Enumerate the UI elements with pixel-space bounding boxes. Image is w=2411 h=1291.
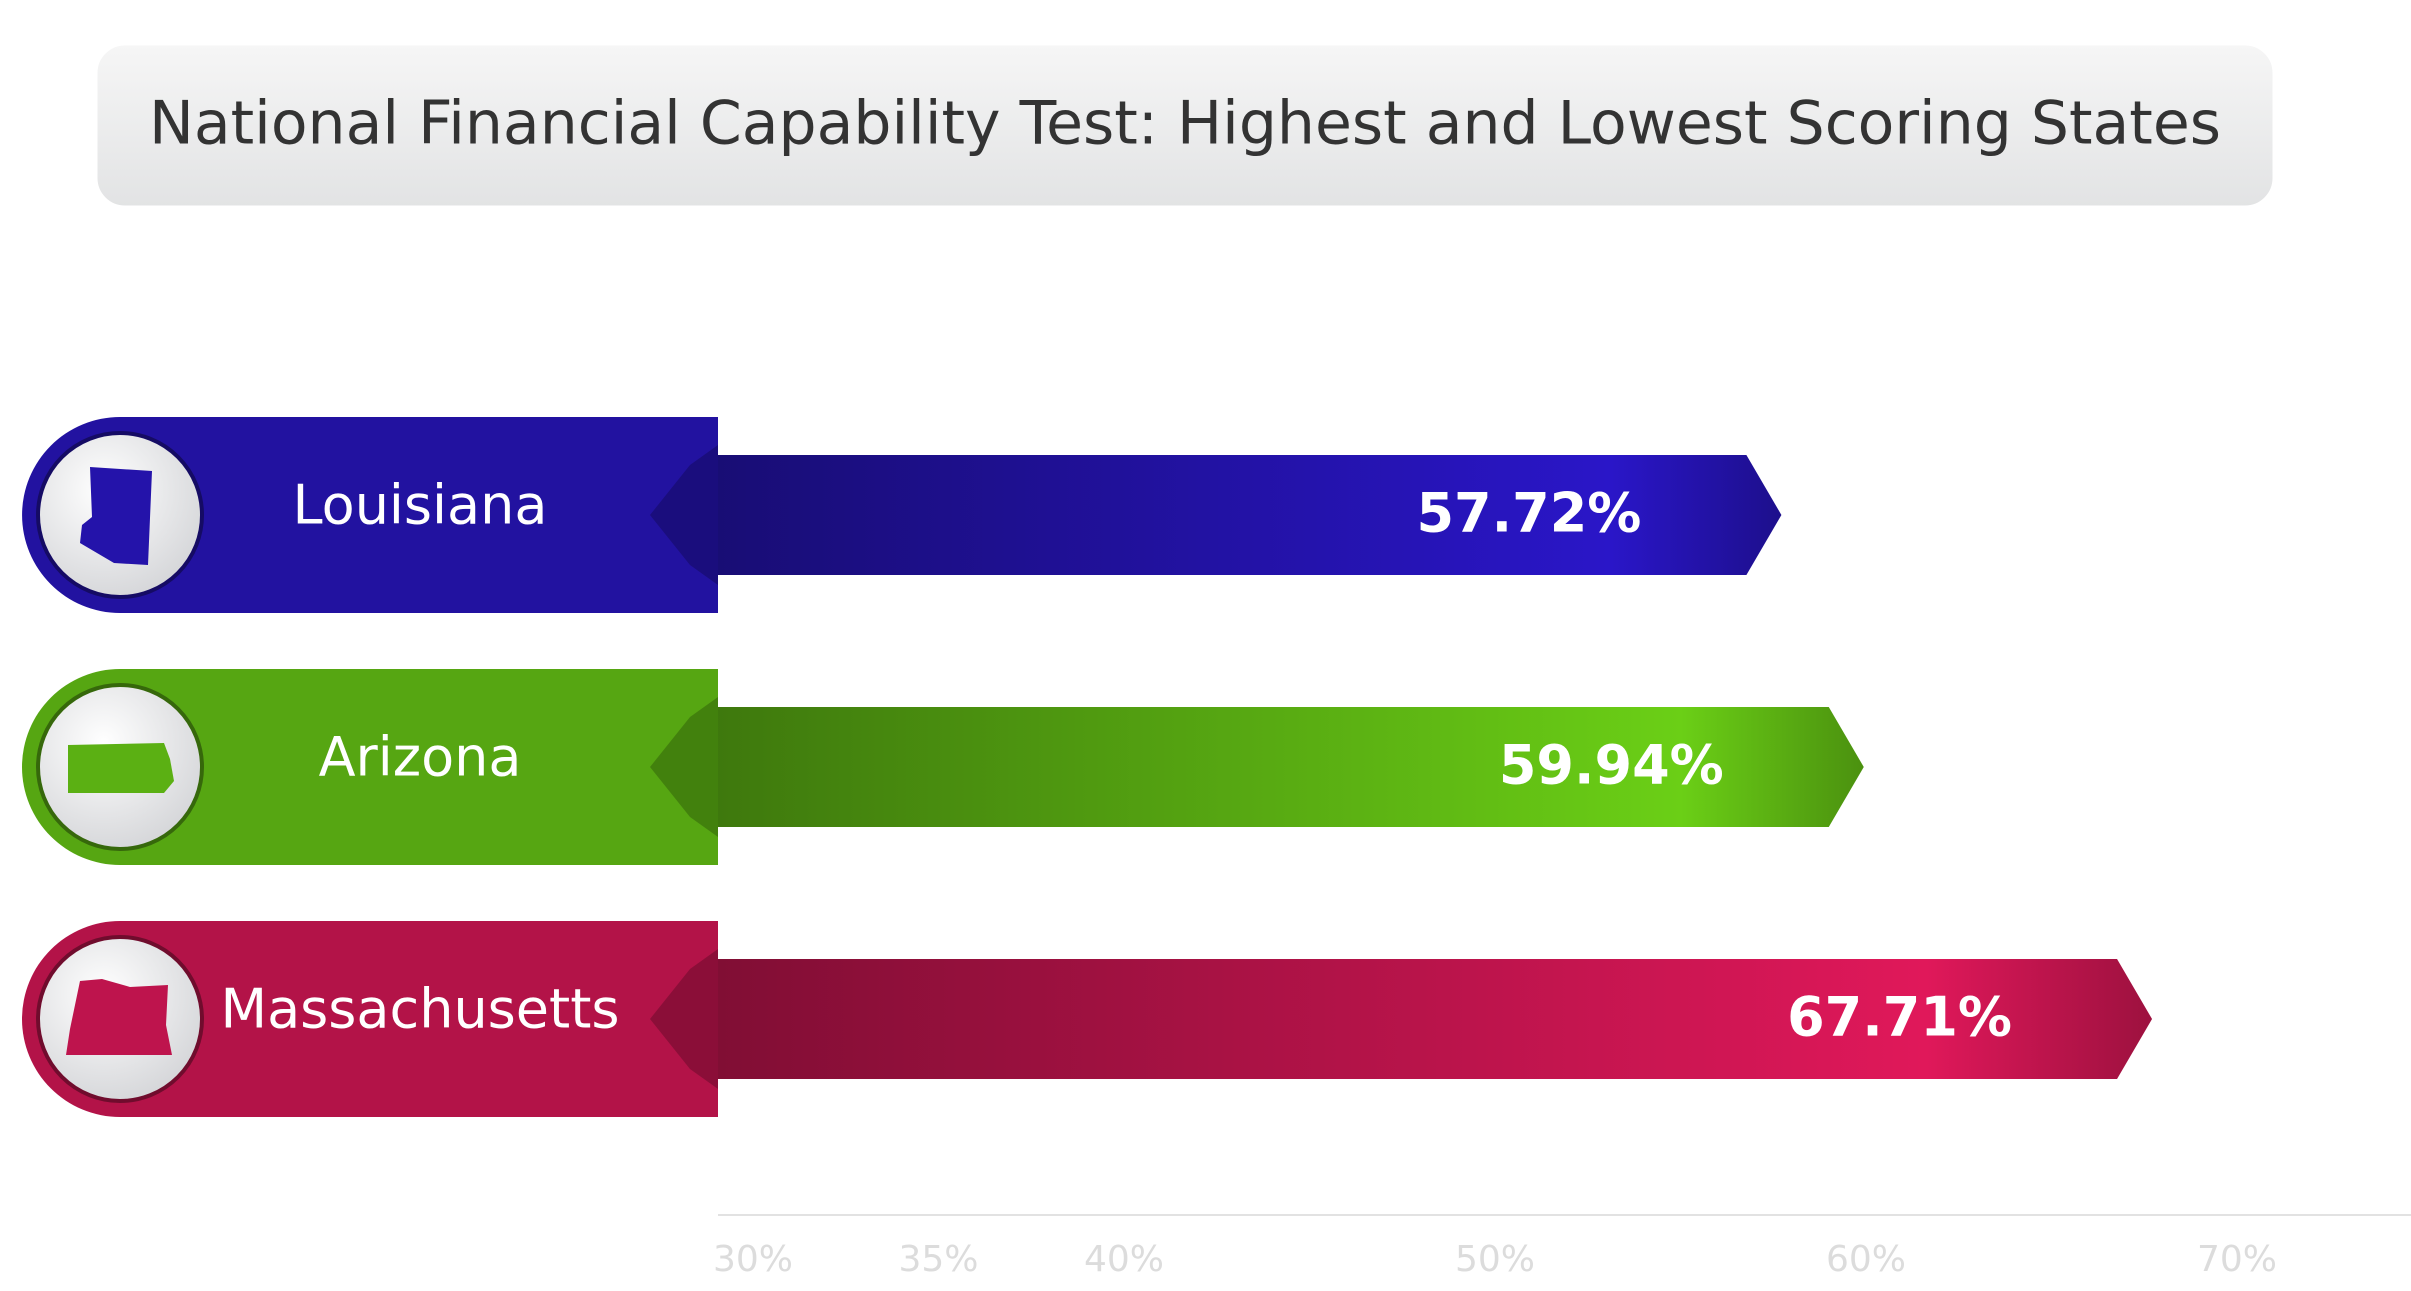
category-label: Arizona <box>319 726 522 789</box>
value-label: 59.94% <box>1499 734 1724 797</box>
state-icon <box>68 743 174 793</box>
title-box <box>92 40 2278 211</box>
x-tick-label: 60% <box>1826 1239 1906 1280</box>
category-panel <box>22 417 718 613</box>
state-icon <box>80 467 152 565</box>
panel-shadow <box>650 697 718 837</box>
bar <box>645 959 2153 1079</box>
category-panel <box>22 669 718 865</box>
value-label: 67.71% <box>1787 986 2012 1049</box>
panel-shadow <box>650 949 718 1089</box>
value-label: 57.72% <box>1416 482 1641 545</box>
x-tick-label: 70% <box>2197 1239 2277 1280</box>
plot: 30% 35% 40% 50% 60% 70% 57.72% Louisiana 59.94% A… <box>22 417 2411 1280</box>
x-tick-label: 30% <box>713 1239 793 1280</box>
x-tick-label: 40% <box>1084 1239 1164 1280</box>
bar <box>645 707 1864 827</box>
panel-shadow <box>650 445 718 585</box>
category-label: Louisiana <box>293 474 548 537</box>
category-label: Massachusetts <box>220 978 619 1041</box>
category-panel <box>22 921 718 1117</box>
chart-title: National Financial Capability Test: High… <box>149 89 2221 159</box>
x-tick-label: 35% <box>898 1239 978 1280</box>
bar <box>645 455 1782 575</box>
x-tick-label: 50% <box>1455 1239 1535 1280</box>
state-icon <box>66 979 172 1055</box>
